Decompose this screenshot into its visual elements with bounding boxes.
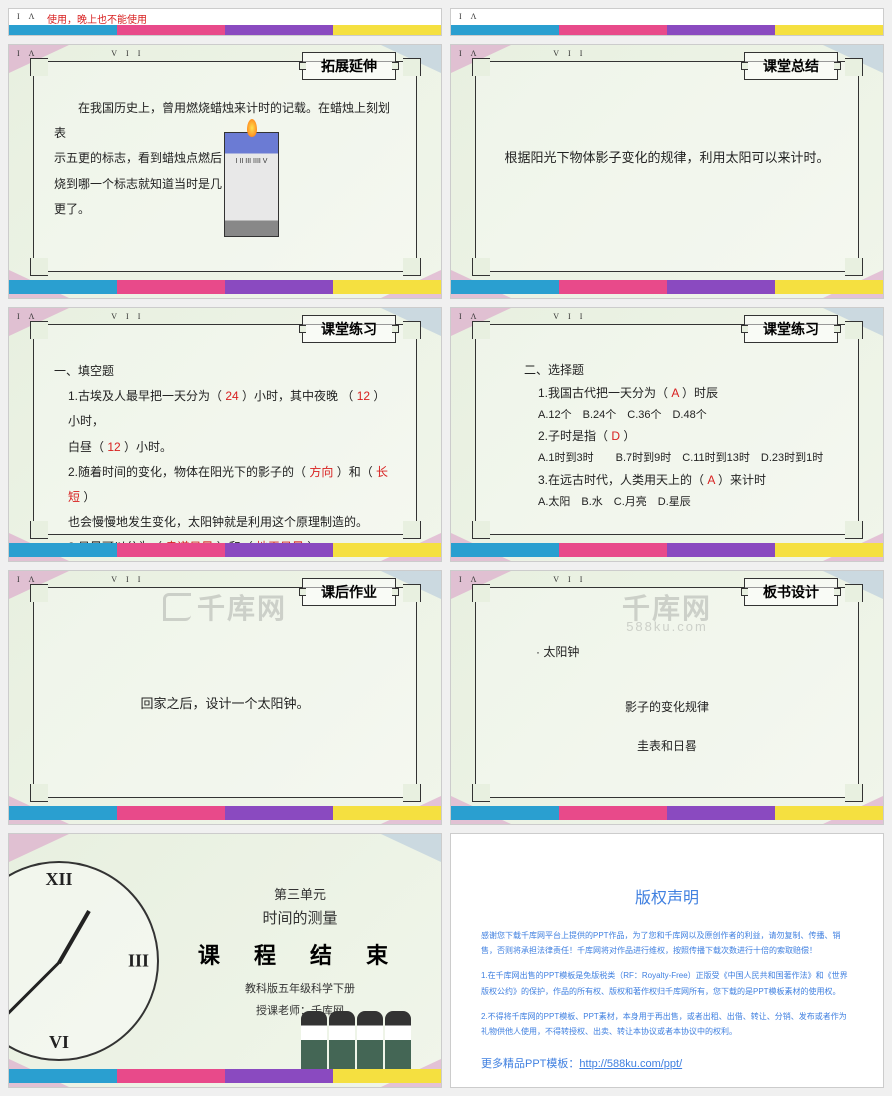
slide-title: 课堂总结 <box>744 52 838 80</box>
copyright-link-row: 更多精品PPT模板：http://588ku.com/ppt/ <box>481 1055 853 1071</box>
slide-title: 课堂练习 <box>744 315 838 343</box>
slide-fragment-left: 使用，晚上也不能使用 IΛ <box>8 8 442 36</box>
slide-extension: 拓展延伸 在我国历史上，曾用燃烧蜡烛来计时的记载。在蜡烛上刻划表 示五更的标志，… <box>8 44 442 299</box>
slide-title: 课后作业 <box>302 578 396 606</box>
slide-homework: 千库网 课后作业 回家之后，设计一个太阳钟。 IΛ VII <box>8 570 442 825</box>
homework-text: 回家之后，设计一个太阳钟。 <box>54 690 396 717</box>
bottom-stripe <box>9 25 441 35</box>
title-content: 第三单元 时间的测量 课 程 结 束 教科版五年级科学下册 授课老师：千库网 <box>179 884 421 1018</box>
slide-copyright: 版权声明 感谢您下载千库网平台上提供的PPT作品，为了您和千库网以及原创作者的利… <box>450 833 884 1088</box>
clock-illustration: XII III VI IX <box>8 861 159 1061</box>
exercise-content: 二、选择题 1.我国古代把一天分为（ A ）时辰 A.12个 B.24个 C.3… <box>496 359 838 513</box>
fragment-text: 使用，晚上也不能使用 <box>47 11 147 26</box>
tick-marks: IΛ <box>459 12 485 21</box>
slide-course-end: XII III VI IX 第三单元 时间的测量 课 程 结 束 教科版五年级科… <box>8 833 442 1088</box>
copyright-p1: 感谢您下载千库网平台上提供的PPT作品，为了您和千库网以及原创作者的利益，请勿复… <box>481 928 853 958</box>
slide-exercise-fill: 课堂练习 一、填空题 1.古埃及人最早把一天分为（ 24 ）小时，其中夜晚 （ … <box>8 307 442 562</box>
slide-summary: 课堂总结 根据阳光下物体影子变化的规律，利用太阳可以来计时。 IΛ VII <box>450 44 884 299</box>
summary-text: 根据阳光下物体影子变化的规律，利用太阳可以来计时。 <box>496 144 838 171</box>
copyright-title: 版权声明 <box>481 884 853 908</box>
copyright-link[interactable]: http://588ku.com/ppt/ <box>579 1058 682 1070</box>
slide-exercise-choice: 课堂练习 二、选择题 1.我国古代把一天分为（ A ）时辰 A.12个 B.24… <box>450 307 884 562</box>
slide-blackboard: 千库网 588ku.com 板书设计 · 太阳钟 影子的变化规律 圭表和日晷 I… <box>450 570 884 825</box>
slide-title: 板书设计 <box>744 578 838 606</box>
copyright-p2: 1.在千库网出售的PPT模板是免版税类（RF：Royalty-Free）正版受《… <box>481 968 853 998</box>
bottom-stripe <box>451 25 883 35</box>
slide-title: 拓展延伸 <box>302 52 396 80</box>
blackboard-content: · 太阳钟 影子的变化规律 圭表和日晷 <box>496 640 838 760</box>
exercise-content: 一、填空题 1.古埃及人最早把一天分为（ 24 ）小时，其中夜晚 （ 12 ）小… <box>54 359 396 561</box>
candle-illustration: I II III IIII V <box>224 132 279 237</box>
tick-marks: IΛ <box>17 12 43 21</box>
copyright-p3: 2.不得将千库网的PPT模板、PPT素材，本身用于再出售，或者出租、出借、转让、… <box>481 1009 853 1039</box>
students-illustration <box>301 1011 411 1069</box>
slide-fragment-right: IΛ <box>450 8 884 36</box>
slide-title: 课堂练习 <box>302 315 396 343</box>
slide-content: 在我国历史上，曾用燃烧蜡烛来计时的记载。在蜡烛上刻划表 示五更的标志，看到蜡烛点… <box>54 96 396 222</box>
